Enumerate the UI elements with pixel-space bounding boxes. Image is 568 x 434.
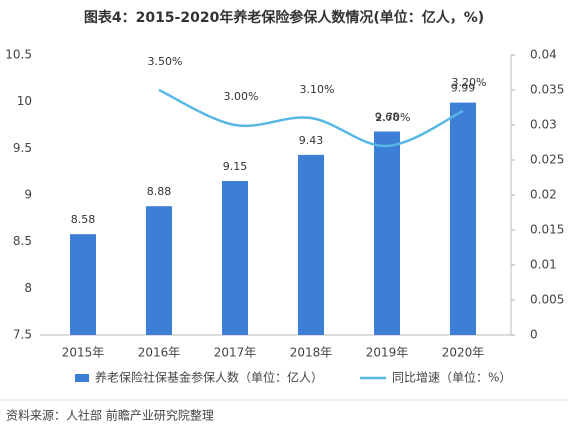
legend-label: 养老保险社保基金参保人数（单位：亿人）: [95, 370, 323, 385]
y2-tick-label: 0.01: [530, 258, 557, 272]
x-tick-label: 2020年: [442, 346, 485, 360]
x-tick-label: 2018年: [290, 346, 333, 360]
y2-tick-label: 0.035: [530, 83, 564, 97]
y2-tick-label: 0.02: [530, 188, 557, 202]
bar: [450, 102, 476, 335]
legend-swatch: [75, 374, 89, 382]
x-tick-label: 2019年: [366, 346, 409, 360]
chart-title: 图表4：2015-2020年养老保险参保人数情况(单位：亿人，%): [84, 9, 484, 26]
y-tick-label: 10.5: [5, 48, 32, 62]
source: 资料来源：人社部 前瞻产业研究院整理: [6, 408, 214, 423]
y2-tick-label: 0.005: [530, 293, 564, 307]
line-value-label: 3.00%: [224, 90, 259, 103]
y2-tick-label: 0.025: [530, 153, 564, 167]
y2-tick-label: 0: [530, 328, 538, 342]
value-label: 9.15: [223, 160, 248, 173]
y-tick-label: 8: [24, 281, 32, 295]
line-value-label: 3.10%: [300, 83, 335, 96]
bar: [374, 131, 400, 335]
x-tick-label: 2015年: [62, 346, 105, 360]
y2-tick-label: 0.015: [530, 223, 564, 237]
value-label: 8.88: [147, 185, 172, 198]
y-tick-label: 7.5: [13, 328, 32, 342]
line-value-label: 3.50%: [148, 55, 183, 68]
x-tick-label: 2017年: [214, 346, 257, 360]
bar: [70, 234, 96, 335]
bar: [298, 154, 324, 335]
y-tick-label: 10: [17, 94, 32, 108]
y-tick-label: 9: [24, 188, 32, 202]
legend-label: 同比增速（单位：%）: [392, 370, 511, 385]
bar: [146, 206, 172, 335]
y2-tick-label: 0.04: [530, 48, 557, 62]
line-value-label: 2.70%: [376, 111, 411, 124]
line: [158, 88, 464, 148]
line-value-label: 3.20%: [452, 76, 487, 89]
bar: [222, 181, 248, 335]
value-label: 9.68: [375, 111, 400, 124]
value-label: 8.58: [71, 213, 96, 226]
y-tick-label: 8.5: [13, 234, 32, 248]
x-tick-label: 2016年: [138, 346, 181, 360]
value-label: 9.99: [451, 82, 476, 95]
y-tick-label: 9.5: [13, 141, 32, 155]
value-label: 9.43: [299, 134, 324, 147]
y2-tick-label: 0.03: [530, 118, 557, 132]
